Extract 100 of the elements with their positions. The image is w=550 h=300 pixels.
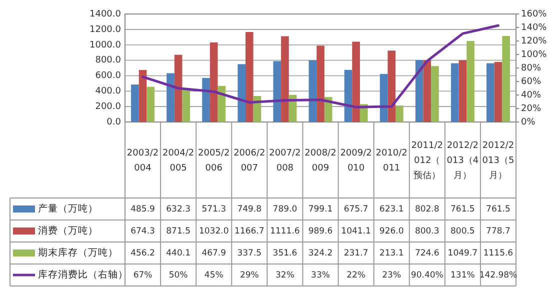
bar: [466, 41, 474, 122]
y-tick-label: 200.0: [95, 102, 122, 112]
x-tick-label: 2011/2012（预估）: [411, 141, 443, 181]
y2-tick-label: 0%: [521, 117, 536, 128]
bar: [273, 61, 282, 122]
x-tick-label: 2007/2008: [269, 148, 301, 174]
data-label: 23%: [382, 270, 402, 280]
data-label: 50%: [168, 270, 188, 280]
legend-label: 产量（万吨）: [38, 202, 98, 215]
y2-tick-label: 40%: [521, 90, 542, 100]
bar: [246, 32, 254, 122]
data-label: 799.1: [308, 204, 333, 214]
bar: [352, 42, 360, 122]
bar: [486, 63, 494, 122]
data-label: 926.0: [379, 226, 404, 236]
data-label: 351.6: [272, 248, 298, 258]
bar: [281, 36, 289, 122]
bar: [388, 50, 396, 122]
data-label: 29%: [240, 270, 259, 280]
data-label: 1166.7: [234, 226, 264, 236]
data-label: 213.1: [379, 248, 404, 258]
legend-label: 消费（万吨）: [38, 224, 98, 237]
bar: [210, 42, 218, 122]
bar: [431, 66, 439, 122]
bar: [458, 60, 467, 122]
data-label: 33%: [311, 270, 330, 280]
bar: [423, 60, 432, 122]
bar: [396, 106, 404, 122]
y-tick-label: 1000.0: [90, 40, 122, 50]
bar: [138, 70, 147, 122]
data-label: 675.7: [344, 204, 368, 214]
data-label: 440.1: [166, 248, 190, 258]
data-label: 724.6: [414, 248, 440, 258]
bar: [238, 64, 246, 122]
y2-tick-label: 60%: [521, 76, 542, 87]
y-tick-label: 1400.0: [90, 9, 122, 20]
y2-tick-label: 120%: [521, 36, 548, 46]
bar: [174, 54, 182, 122]
bar: [450, 63, 459, 122]
data-label: 485.9: [130, 204, 155, 214]
data-label: 802.8: [414, 204, 440, 214]
bar: [316, 46, 324, 122]
x-tick-label: 2008/2009: [304, 148, 336, 174]
bar: [146, 86, 155, 122]
data-label: 456.2: [130, 248, 155, 258]
data-label: 778.7: [486, 226, 510, 236]
data-label: 989.6: [308, 226, 333, 236]
x-tick-label: 2006/2007: [234, 148, 266, 174]
y-tick-label: 0.0: [106, 117, 122, 128]
y-tick-label: 800.0: [95, 56, 122, 66]
y-tick-label: 400.0: [95, 86, 122, 97]
x-tick-label: 2004/2005: [162, 148, 194, 174]
data-label: 871.5: [166, 226, 190, 236]
x-tick-label: 2005/2006: [198, 148, 230, 174]
bar: [202, 78, 210, 122]
bar: [308, 60, 317, 122]
bar: [502, 36, 510, 122]
y2-tick-label: 140%: [521, 22, 548, 33]
data-label: 789.0: [272, 204, 298, 214]
data-label: 800.3: [414, 226, 440, 236]
data-label: 337.5: [237, 248, 262, 258]
data-label: 1115.6: [483, 248, 514, 258]
y2-tick-label: 160%: [521, 9, 548, 20]
data-label: 674.3: [130, 226, 155, 236]
data-label: 1032.0: [198, 226, 229, 236]
y2-tick-label: 20%: [521, 104, 542, 114]
y2-tick-label: 80%: [521, 63, 542, 74]
data-label: 67%: [133, 270, 152, 280]
data-label: 32%: [276, 270, 294, 280]
x-tick-label: 2010/2011: [376, 148, 408, 174]
x-tick-label: 2009/2010: [340, 148, 372, 174]
bar: [380, 74, 388, 122]
data-label: 22%: [346, 270, 366, 280]
data-label: 45%: [204, 270, 224, 280]
bar: [415, 60, 424, 122]
y-tick-label: 1200.0: [90, 24, 122, 35]
x-tick-label: 2003/2004: [126, 148, 159, 174]
bar: [344, 70, 352, 122]
legend-label: 期末库存（万吨）: [38, 246, 118, 259]
data-label: 231.7: [344, 248, 368, 258]
bar: [182, 88, 190, 122]
data-label: 1049.7: [448, 248, 478, 258]
data-label: 1111.6: [270, 226, 300, 236]
data-label: 467.9: [202, 248, 226, 258]
legend-label: 库存消费比（右轴）: [38, 268, 128, 281]
data-label: 761.5: [486, 204, 510, 214]
data-label: 142.98%: [479, 270, 518, 280]
y-tick-label: 600.0: [95, 71, 122, 82]
data-label: 1041.1: [341, 226, 371, 236]
data-label: 632.3: [166, 204, 190, 214]
data-label: 131%: [450, 270, 475, 280]
bar: [494, 62, 502, 122]
x-tick-label: 2012/2013（5月）: [482, 141, 514, 181]
bar: [166, 73, 174, 122]
data-label: 90.40%: [410, 270, 444, 280]
data-label: 749.8: [237, 204, 262, 214]
x-tick-label: 2012/2013（4月）: [446, 141, 479, 181]
data-label: 571.3: [202, 204, 226, 214]
data-label: 800.5: [450, 226, 475, 236]
y2-tick-label: 100%: [521, 50, 548, 60]
